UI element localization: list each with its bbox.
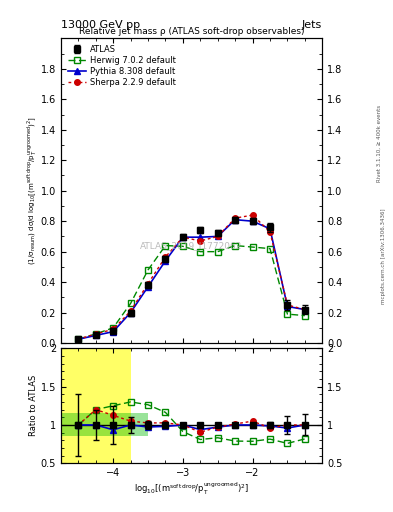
Herwig 7.0.2 default [215,249,220,255]
Herwig 7.0.2 default [303,312,307,318]
Sherpa 2.2.9 default [180,234,185,240]
Sherpa 2.2.9 default [94,331,98,337]
Pythia 8.308 default [94,332,98,338]
Herwig 7.0.2 default [268,246,272,252]
Pythia 8.308 default [198,234,203,240]
Herwig 7.0.2 default [163,243,168,249]
Pythia 8.308 default [215,233,220,240]
Herwig 7.0.2 default [180,243,185,249]
Sherpa 2.2.9 default [76,336,81,343]
Herwig 7.0.2 default [94,331,98,337]
Sherpa 2.2.9 default [198,238,203,244]
Sherpa 2.2.9 default [233,215,237,221]
Herwig 7.0.2 default [233,243,237,249]
Sherpa 2.2.9 default [250,212,255,218]
Herwig 7.0.2 default [250,244,255,250]
Pythia 8.308 default [128,309,133,315]
Text: Rivet 3.1.10, ≥ 400k events: Rivet 3.1.10, ≥ 400k events [377,105,382,182]
Y-axis label: Ratio to ATLAS: Ratio to ATLAS [29,375,38,436]
Pythia 8.308 default [285,304,290,310]
Herwig 7.0.2 default [198,249,203,255]
Pythia 8.308 default [250,218,255,224]
Herwig 7.0.2 default [128,301,133,307]
Pythia 8.308 default [146,284,151,290]
X-axis label: log$_{10}$[(m$^{\mathrm{soft\,drop}}$/p$_{\mathrm{T}}^{\mathrm{ungroomed}}$)$^{2: log$_{10}$[(m$^{\mathrm{soft\,drop}}$/p$… [134,481,249,497]
Sherpa 2.2.9 default [268,229,272,235]
Sherpa 2.2.9 default [285,302,290,308]
Bar [61,348,130,463]
Line: Herwig 7.0.2 default: Herwig 7.0.2 default [75,242,308,343]
Pythia 8.308 default [303,307,307,313]
Sherpa 2.2.9 default [163,254,168,260]
Line: Pythia 8.308 default: Pythia 8.308 default [75,217,308,342]
Pythia 8.308 default [111,329,116,335]
Bar [61,414,148,436]
Herwig 7.0.2 default [285,311,290,317]
Pythia 8.308 default [268,226,272,232]
Sherpa 2.2.9 default [128,308,133,314]
Sherpa 2.2.9 default [215,233,220,240]
Herwig 7.0.2 default [146,267,151,273]
Y-axis label: (1/σ$_{\mathrm{resum}}$) dσ/d log$_{10}$[(m$^{\mathrm{soft\,drop}}$/p$_{T}^{\mat: (1/σ$_{\mathrm{resum}}$) dσ/d log$_{10}$… [26,116,39,265]
Herwig 7.0.2 default [76,336,81,343]
Title: Relative jet mass ρ (ATLAS soft-drop observables): Relative jet mass ρ (ATLAS soft-drop obs… [79,27,304,36]
Sherpa 2.2.9 default [146,281,151,287]
Pythia 8.308 default [180,234,185,240]
Text: Jets: Jets [302,20,322,31]
Legend: ATLAS, Herwig 7.0.2 default, Pythia 8.308 default, Sherpa 2.2.9 default: ATLAS, Herwig 7.0.2 default, Pythia 8.30… [65,42,178,90]
Sherpa 2.2.9 default [303,307,307,313]
Sherpa 2.2.9 default [111,326,116,332]
Pythia 8.308 default [76,336,81,343]
Text: ATLAS_2019_I1772062: ATLAS_2019_I1772062 [140,241,243,250]
Pythia 8.308 default [163,258,168,264]
Text: mcplots.cern.ch [arXiv:1306.3436]: mcplots.cern.ch [arXiv:1306.3436] [381,208,386,304]
Text: 13000 GeV pp: 13000 GeV pp [61,20,140,31]
Line: Sherpa 2.2.9 default: Sherpa 2.2.9 default [75,212,308,342]
Pythia 8.308 default [233,217,237,223]
Herwig 7.0.2 default [111,325,116,331]
